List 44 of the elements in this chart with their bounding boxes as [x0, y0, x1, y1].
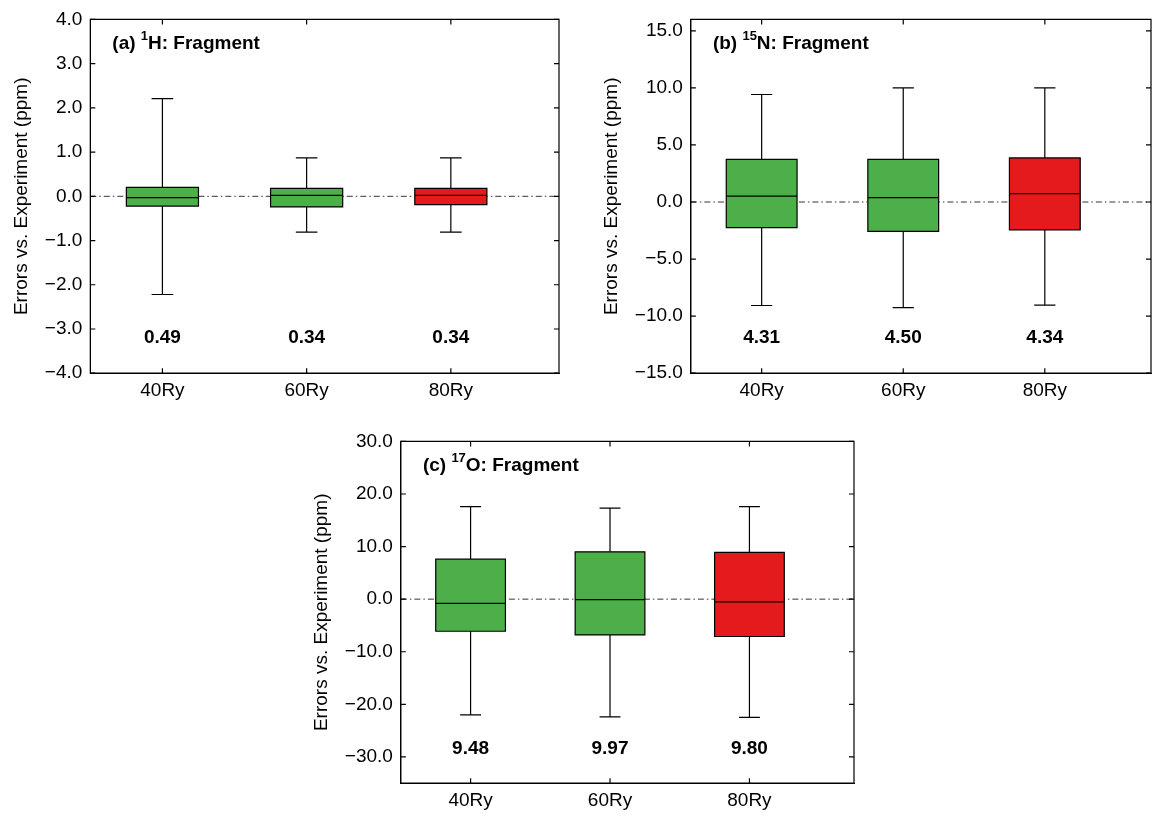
- x-tick-label: 80Ry: [727, 788, 773, 810]
- y-tick-label: 5.0: [656, 133, 683, 155]
- y-tick-label: 3.0: [55, 51, 83, 73]
- annotation: 0.34: [288, 326, 326, 348]
- y-axis-title: Errors vs. Experiment (ppm): [9, 77, 31, 316]
- y-tick-label: −3.0: [44, 317, 83, 339]
- y-tick-label: 30.0: [355, 429, 393, 451]
- annotation: 9.80: [730, 737, 768, 759]
- y-tick-label: 0.0: [366, 587, 393, 609]
- x-tick-label: 60Ry: [881, 378, 926, 400]
- annotation: 4.50: [884, 326, 922, 348]
- x-tick-label: 40Ry: [140, 378, 186, 400]
- y-tick-label: −10.0: [634, 304, 683, 326]
- x-tick-label: 40Ry: [448, 788, 494, 810]
- y-tick-label: 0.0: [55, 184, 83, 206]
- y-axis-title: Errors vs. Experiment (ppm): [309, 493, 331, 732]
- x-tick-label: 80Ry: [428, 378, 474, 400]
- x-tick-label: 60Ry: [587, 788, 633, 810]
- y-tick-label: 20.0: [355, 482, 393, 504]
- y-tick-label: −5.0: [645, 247, 683, 269]
- y-tick-label: 2.0: [55, 96, 83, 118]
- annotation: 9.97: [591, 737, 629, 759]
- x-tick-label: 40Ry: [739, 378, 785, 400]
- y-tick-label: −20.0: [344, 692, 393, 714]
- y-tick-label: 15.0: [645, 19, 683, 41]
- y-axis-title: Errors vs. Experiment (ppm): [599, 77, 621, 316]
- y-tick-label: 1.0: [55, 140, 83, 162]
- y-tick-label: −4.0: [44, 361, 83, 383]
- y-tick-label: 10.0: [355, 534, 393, 556]
- annotation: 4.31: [743, 326, 781, 348]
- x-tick-label: 60Ry: [284, 378, 330, 400]
- annotation: 9.48: [452, 737, 490, 759]
- y-tick-label: 10.0: [645, 76, 683, 98]
- y-tick-label: −2.0: [44, 272, 83, 294]
- y-tick-label: −1.0: [44, 228, 83, 250]
- annotation: 0.34: [432, 326, 470, 348]
- y-tick-label: −10.0: [344, 639, 393, 661]
- y-tick-label: 4.0: [55, 7, 83, 29]
- y-tick-label: 0.0: [656, 190, 683, 212]
- y-tick-label: −15.0: [634, 361, 683, 383]
- annotation: 0.49: [143, 326, 181, 348]
- y-tick-label: −30.0: [344, 745, 393, 767]
- x-tick-label: 80Ry: [1022, 378, 1068, 400]
- annotation: 4.34: [1026, 326, 1064, 348]
